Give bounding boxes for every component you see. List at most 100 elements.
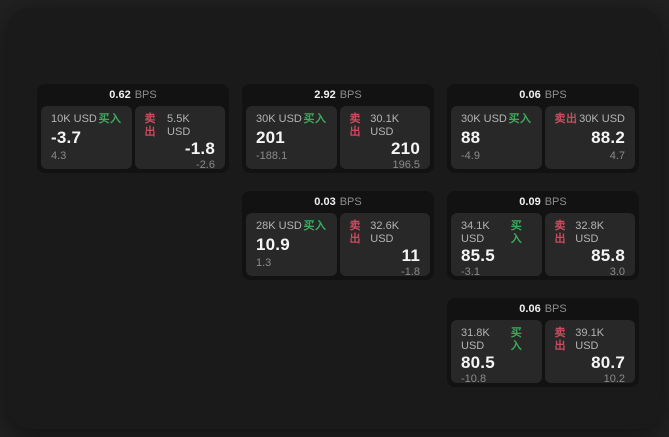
buy-size-label: 28K USD [256,220,302,232]
buy-tile[interactable]: 30K USD 买入 201 -188.1 [246,106,337,169]
buy-sub-value: -3.1 [461,266,480,278]
sell-size-label: 32.8K USD [575,220,605,245]
quote-tiles: 10K USD 买入 -3.7 4.3 卖出 5.5K USD -1.8 -2.… [41,106,225,171]
buy-price-value: 85.5 [461,246,495,265]
sell-side-label: 卖出 [144,113,156,138]
sell-tile[interactable]: 卖出 32.8K USD 85.8 3.0 [544,213,635,278]
buy-tile[interactable]: 28K USD 买入 10.9 1.3 [246,213,337,276]
sell-side-label: 卖出 [349,220,361,245]
bps-value: 0.06 [519,303,541,315]
buy-sub-value: -4.9 [461,150,480,162]
quote-tiles: 30K USD 买入 201 -188.1 卖出 30.1K USD 210 1… [246,106,430,171]
sell-tile-header: 卖出 5.5K USD [145,113,216,139]
buy-size-label: 10K USD [51,113,97,125]
sell-price-value: 11 [401,246,420,265]
sell-tile-header: 卖出 30K USD [555,113,626,126]
buy-sub-value: 1.3 [256,257,272,269]
card-header: 0.06 BPS [451,298,635,320]
buy-sub-value: 4.3 [51,150,67,162]
sell-tile[interactable]: 卖出 39.1K USD 80.7 10.2 [544,320,635,385]
quote-card: 0.62 BPS 10K USD 买入 -3.7 4.3 卖出 5.5K USD… [37,84,229,173]
buy-side-label: 买入 [510,327,523,352]
sell-size-label: 39.1K USD [575,327,605,352]
quote-tiles: 30K USD 买入 88 -4.9 卖出 30K USD 88.2 4.7 [451,106,635,169]
buy-size-label: 30K USD [256,113,302,125]
quote-card: 0.09 BPS 34.1K USD 买入 85.5 -3.1 卖出 32.8K… [447,191,639,280]
quote-card: 0.06 BPS 30K USD 买入 88 -4.9 卖出 30K USD 8… [447,84,639,173]
sell-price-value: -1.8 [184,139,215,158]
sell-tile-header: 卖出 32.6K USD [350,220,421,246]
buy-price-value: 88 [461,128,481,147]
bps-unit-label: BPS [544,89,567,101]
sell-sub-value: -1.8 [401,266,420,278]
sell-sub-value: 10.2 [603,373,625,385]
bps-value: 0.06 [519,89,541,101]
buy-tile-header: 10K USD 买入 [51,113,122,126]
sell-price-value: 210 [391,139,420,158]
buy-sub-value: -188.1 [256,150,288,162]
sell-size-label: 30.1K USD [370,113,400,138]
quote-tiles: 34.1K USD 买入 85.5 -3.1 卖出 32.8K USD 85.8… [451,213,635,278]
sell-tile-header: 卖出 32.8K USD [555,220,626,246]
bps-value: 0.03 [314,196,336,208]
sell-side-label: 卖出 [554,327,566,352]
sell-tile[interactable]: 卖出 30K USD 88.2 4.7 [544,106,635,169]
card-header: 0.06 BPS [451,84,635,106]
buy-tile-header: 28K USD 买入 [256,220,327,233]
buy-side-label: 买入 [303,113,327,125]
sell-price-value: 88.2 [591,128,625,147]
quote-card: 2.92 BPS 30K USD 买入 201 -188.1 卖出 30.1K … [242,84,434,173]
buy-tile-header: 34.1K USD 买入 [461,220,532,246]
bps-value: 0.62 [109,89,131,101]
buy-price-value: 80.5 [461,353,495,372]
sell-size-label: 5.5K USD [167,113,191,138]
buy-size-label: 34.1K USD [461,220,490,245]
bps-value: 0.09 [519,196,541,208]
bps-unit-label: BPS [544,196,567,208]
card-header: 0.62 BPS [41,84,225,106]
buy-sub-value: -10.8 [461,373,487,385]
sell-price-value: 85.8 [591,246,625,265]
buy-tile[interactable]: 10K USD 买入 -3.7 4.3 [41,106,132,169]
buy-tile[interactable]: 30K USD 买入 88 -4.9 [451,106,542,169]
bps-value: 2.92 [314,89,336,101]
bps-unit-label: BPS [339,196,362,208]
buy-tile-header: 30K USD 买入 [461,113,532,126]
bps-unit-label: BPS [544,303,567,315]
buy-tile[interactable]: 34.1K USD 买入 85.5 -3.1 [451,213,542,278]
card-header: 0.09 BPS [451,191,635,213]
sell-tile[interactable]: 卖出 30.1K USD 210 196.5 [339,106,430,171]
buy-side-label: 买入 [510,220,523,245]
sell-tile-header: 卖出 30.1K USD [350,113,421,139]
buy-price-value: -3.7 [51,128,82,147]
sell-sub-value: 196.5 [392,159,420,171]
buy-side-label: 买入 [303,220,327,232]
buy-tile[interactable]: 31.8K USD 买入 80.5 -10.8 [451,320,542,385]
buy-size-label: 30K USD [461,113,507,125]
sell-sub-value: 4.7 [609,150,625,162]
sell-price-value: 80.7 [591,353,625,372]
sell-side-label: 卖出 [554,220,566,245]
buy-tile-header: 31.8K USD 买入 [461,327,532,353]
quote-card: 0.03 BPS 28K USD 买入 10.9 1.3 卖出 32.6K US… [242,191,434,280]
sell-size-label: 32.6K USD [370,220,400,245]
buy-size-label: 31.8K USD [461,327,490,352]
sell-size-label: 30K USD [579,113,625,125]
sell-tile[interactable]: 卖出 32.6K USD 11 -1.8 [339,213,430,278]
sell-tile-header: 卖出 39.1K USD [555,327,626,353]
buy-tile-header: 30K USD 买入 [256,113,327,126]
quote-card: 0.06 BPS 31.8K USD 买入 80.5 -10.8 卖出 39.1… [447,298,639,387]
buy-price-value: 201 [256,128,285,147]
quote-tiles: 31.8K USD 买入 80.5 -10.8 卖出 39.1K USD 80.… [451,320,635,385]
buy-price-value: 10.9 [256,235,290,254]
main-panel: 0.62 BPS 10K USD 买入 -3.7 4.3 卖出 5.5K USD… [8,8,661,429]
buy-side-label: 买入 [508,113,532,125]
buy-side-label: 买入 [98,113,122,125]
sell-side-label: 卖出 [554,113,578,125]
quotes-grid: 0.62 BPS 10K USD 买入 -3.7 4.3 卖出 5.5K USD… [37,84,639,387]
card-header: 0.03 BPS [246,191,430,213]
sell-tile[interactable]: 卖出 5.5K USD -1.8 -2.6 [134,106,225,171]
bps-unit-label: BPS [339,89,362,101]
card-header: 2.92 BPS [246,84,430,106]
quote-tiles: 28K USD 买入 10.9 1.3 卖出 32.6K USD 11 -1.8 [246,213,430,278]
